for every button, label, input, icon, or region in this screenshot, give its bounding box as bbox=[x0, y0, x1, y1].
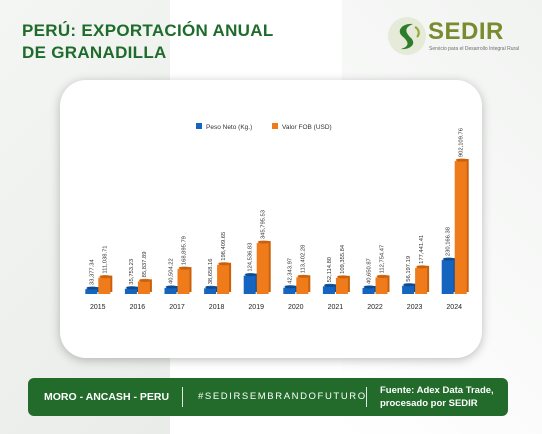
bar-cap-0-2021 bbox=[323, 283, 336, 287]
data-label-0-2017: 40,504.22 bbox=[169, 258, 175, 284]
sedir-logo: SEDIR Servicio para el Desarrollo Integr… bbox=[386, 15, 526, 57]
bar-cap-0-2016 bbox=[125, 286, 138, 290]
bar-cap-1-2021 bbox=[336, 275, 349, 279]
bar-cap-0-2022 bbox=[363, 285, 376, 289]
bar-cap-0-2023 bbox=[403, 283, 416, 287]
bar-chart: Peso Neto (Kg.) Valor FOB (USD) 33,377.34… bbox=[85, 123, 469, 311]
bar-peso-neto-2024 bbox=[441, 260, 454, 294]
data-label-1-2017: 168,895.79 bbox=[182, 236, 188, 265]
footer-source-line-2: procesado por SEDIR bbox=[380, 398, 478, 409]
data-label-0-2015: 33,377.34 bbox=[89, 259, 95, 286]
bar-cap-1-2015 bbox=[99, 275, 112, 279]
bar-cap-0-2017 bbox=[165, 285, 178, 289]
data-label-1-2018: 198,409.65 bbox=[221, 232, 227, 261]
bar-cap-1-2024 bbox=[455, 158, 468, 162]
bar-peso-neto-2021 bbox=[322, 286, 335, 294]
chart-card bbox=[60, 80, 482, 358]
data-label-0-2018: 38,658.16 bbox=[208, 259, 214, 285]
chart-bars: 33,377.34 111,038.71 2015 35,753.23 85,837.8… bbox=[85, 128, 469, 311]
bar-valor-fob-2023 bbox=[415, 267, 428, 294]
title-line-1: PERÚ: EXPORTACIÓN ANUAL bbox=[22, 21, 274, 40]
bar-valor-fob-2022 bbox=[375, 277, 388, 294]
bar-cap-0-2020 bbox=[284, 285, 297, 289]
bar-cap-0-2015 bbox=[86, 286, 99, 290]
bar-cap-1-2022 bbox=[376, 274, 389, 278]
logo-tagline: Servicio para el Desarrollo Integral Rur… bbox=[429, 46, 520, 52]
bar-peso-neto-2019 bbox=[243, 275, 256, 294]
x-tick-label-2020: 2020 bbox=[288, 304, 304, 311]
footer-location: MORO - ANCASH - PERU bbox=[44, 391, 170, 403]
footer-bar: MORO - ANCASH - PERU #SEDIRSEMBRANDOFUTU… bbox=[28, 378, 508, 416]
bar-peso-neto-2018 bbox=[204, 288, 217, 294]
bar-cap-0-2018 bbox=[205, 285, 218, 289]
x-tick-label-2017: 2017 bbox=[169, 304, 185, 311]
bar-valor-fob-2021 bbox=[335, 277, 348, 294]
logo-name: SEDIR bbox=[428, 18, 504, 45]
leaf-logo-icon bbox=[388, 17, 426, 55]
data-label-1-2022: 112,754.47 bbox=[380, 245, 386, 274]
x-tick-label-2019: 2019 bbox=[248, 304, 264, 311]
data-label-1-2024: 902,109.76 bbox=[459, 128, 465, 157]
bar-cap-0-2019 bbox=[244, 273, 257, 277]
legend-label-0: Peso Neto (Kg.) bbox=[206, 124, 252, 131]
bar-valor-fob-2017 bbox=[177, 269, 190, 294]
x-tick-label-2015: 2015 bbox=[90, 304, 106, 311]
bar-valor-fob-2024 bbox=[454, 161, 467, 294]
bar-peso-neto-2016 bbox=[124, 288, 137, 294]
chart-legend: Peso Neto (Kg.) Valor FOB (USD) bbox=[196, 123, 332, 131]
legend-label-1: Valor FOB (USD) bbox=[282, 124, 332, 131]
x-tick-label-2016: 2016 bbox=[130, 304, 146, 311]
bar-cap-1-2017 bbox=[178, 266, 191, 270]
bar-cap-1-2019 bbox=[257, 240, 270, 244]
data-label-0-2021: 52,114.80 bbox=[327, 257, 333, 282]
data-label-0-2016: 35,753.23 bbox=[129, 259, 135, 285]
data-label-0-2023: 56,197.19 bbox=[406, 256, 412, 282]
bar-peso-neto-2023 bbox=[402, 285, 415, 294]
footer-divider bbox=[366, 387, 367, 407]
data-label-1-2021: 109,355.84 bbox=[340, 244, 346, 274]
bar-valor-fob-2019 bbox=[256, 243, 269, 294]
data-label-1-2023: 177,441.41 bbox=[419, 235, 425, 264]
bar-cap-1-2016 bbox=[138, 278, 151, 282]
x-tick-label-2024: 2024 bbox=[446, 304, 462, 311]
data-label-0-2019: 124,536.83 bbox=[248, 243, 254, 272]
title-line-2: DE GRANADILLA bbox=[22, 43, 167, 62]
data-label-1-2020: 113,402.28 bbox=[300, 245, 306, 274]
bar-valor-fob-2018 bbox=[217, 264, 230, 294]
bar-peso-neto-2017 bbox=[164, 288, 177, 294]
data-label-1-2019: 345,795.53 bbox=[261, 210, 267, 239]
bar-valor-fob-2016 bbox=[137, 281, 150, 294]
bar-cap-1-2018 bbox=[218, 262, 231, 266]
data-label-1-2016: 85,837.89 bbox=[142, 252, 148, 278]
bar-peso-neto-2022 bbox=[362, 288, 375, 294]
legend-swatch-1 bbox=[272, 123, 278, 129]
data-label-1-2015: 111,038.71 bbox=[102, 245, 108, 273]
data-label-0-2022: 40,650.87 bbox=[367, 258, 373, 284]
x-tick-label-2018: 2018 bbox=[209, 304, 225, 311]
footer-source-line-1: Fuente: Adex Data Trade, bbox=[380, 385, 494, 396]
bar-valor-fob-2020 bbox=[296, 277, 309, 294]
bar-cap-1-2020 bbox=[297, 274, 310, 278]
data-label-0-2020: 42,343.97 bbox=[287, 258, 293, 284]
bar-valor-fob-2015 bbox=[98, 277, 111, 294]
bar-cap-1-2023 bbox=[416, 265, 429, 269]
bar-cap-0-2024 bbox=[442, 257, 455, 261]
bar-peso-neto-2020 bbox=[283, 287, 296, 294]
legend-swatch-0 bbox=[196, 123, 202, 129]
x-tick-label-2022: 2022 bbox=[367, 304, 383, 311]
bar-peso-neto-2015 bbox=[85, 289, 98, 294]
footer-source: Fuente: Adex Data Trade, procesado por S… bbox=[380, 384, 494, 410]
footer-divider bbox=[182, 387, 183, 407]
data-label-0-2024: 230,166.38 bbox=[446, 227, 452, 256]
x-tick-label-2023: 2023 bbox=[407, 304, 423, 311]
footer-hashtag: #SEDIRSEMBRANDOFUTURO bbox=[198, 391, 367, 402]
page-title: PERÚ: EXPORTACIÓN ANUAL DE GRANADILLA bbox=[22, 20, 274, 64]
x-tick-label-2021: 2021 bbox=[328, 304, 344, 311]
